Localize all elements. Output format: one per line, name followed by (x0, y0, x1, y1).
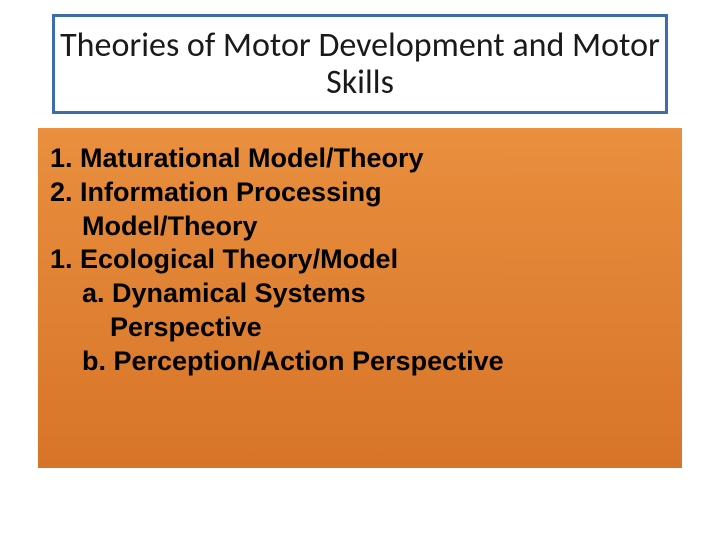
list-item: b. Perception/Action Perspective (50, 345, 670, 379)
list-item: 2. Information Processing (50, 176, 670, 210)
list-item: 1. Ecological Theory/Model (50, 243, 670, 277)
content-list: 1. Maturational Model/Theory2. Informati… (50, 142, 670, 378)
content-box: 1. Maturational Model/Theory2. Informati… (38, 128, 682, 468)
list-item: Perspective (50, 311, 670, 345)
title-box: Theories of Motor Development and Motor … (52, 14, 668, 114)
slide: Theories of Motor Development and Motor … (0, 0, 720, 540)
list-item: 1. Maturational Model/Theory (50, 142, 670, 176)
slide-title: Theories of Motor Development and Motor … (55, 27, 665, 102)
list-item: Model/Theory (50, 210, 670, 244)
list-item: a. Dynamical Systems (50, 277, 670, 311)
